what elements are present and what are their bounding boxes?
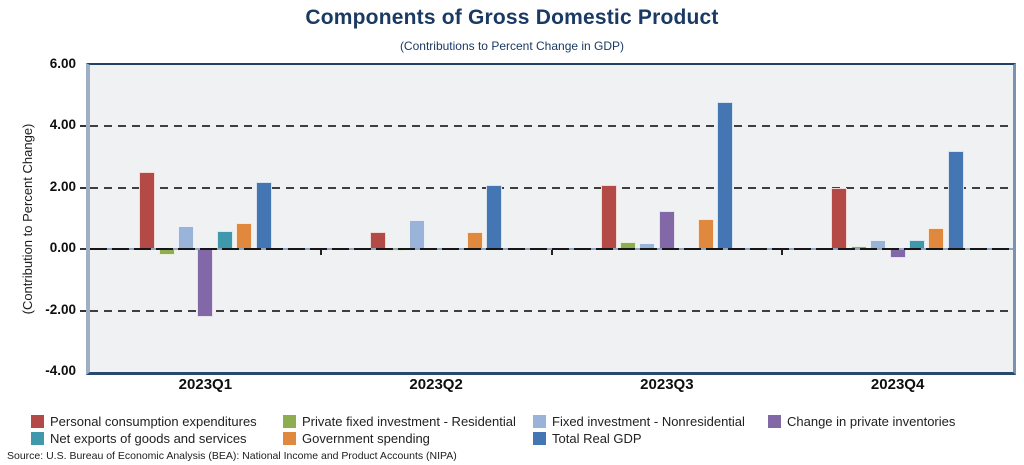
bar-personal-consumption-expenditures-2023Q1 [139, 172, 156, 250]
legend-label: Government spending [302, 430, 430, 446]
legend-swatch-icon [283, 414, 296, 428]
bar-personal-consumption-expenditures-2023Q2 [369, 232, 386, 250]
bar-government-spending-2023Q4 [928, 227, 945, 250]
x-tick-label-2023Q4: 2023Q4 [870, 376, 925, 393]
bar-government-spending-2023Q2 [466, 232, 483, 250]
bar-fixed-investment-nonresidential-2023Q2 [408, 220, 425, 250]
legend-label: Personal consumption expenditures [50, 413, 257, 429]
category-boundary-tick [781, 250, 784, 256]
legend-swatch-icon [533, 431, 546, 445]
legend-label: Net exports of goods and services [50, 430, 247, 446]
y-tick-mark [80, 125, 86, 128]
bar-government-spending-2023Q3 [697, 218, 714, 250]
y-tick-label-0: 0.00 [49, 240, 76, 256]
source-note: Source: U.S. Bureau of Economic Analysis… [7, 450, 457, 462]
y-tick-mark [80, 186, 86, 189]
y-tick-label-4: 4.00 [49, 117, 76, 133]
y-tick-label-2: 2.00 [49, 178, 76, 194]
y-tick-label--4: -4.00 [45, 363, 76, 378]
bar-change-in-private-inventories-2023Q4 [889, 249, 906, 259]
legend-item-total-real-gdp: Total Real GDP [533, 430, 642, 446]
legend-swatch-icon [533, 414, 546, 428]
legend-item-change-in-private-inventories: Change in private inventories [768, 413, 956, 429]
category-boundary-tick [550, 250, 553, 256]
legend-label: Total Real GDP [552, 430, 642, 446]
gridline-2 [90, 186, 1013, 189]
legend-item-government-spending: Government spending [283, 430, 430, 446]
legend-item-net-exports-of-goods-and-services: Net exports of goods and services [31, 430, 247, 446]
bar-fixed-investment-nonresidential-2023Q1 [177, 226, 194, 250]
legend-item-fixed-investment-nonresidential: Fixed investment - Nonresidential [533, 413, 745, 429]
bar-total-real-gdp-2023Q1 [255, 181, 272, 250]
bar-government-spending-2023Q1 [236, 223, 253, 250]
bar-change-in-private-inventories-2023Q1 [197, 249, 214, 317]
bar-total-real-gdp-2023Q3 [717, 101, 734, 250]
category-boundary-tick [319, 250, 322, 256]
legend-swatch-icon [768, 414, 781, 428]
legend-swatch-icon [31, 431, 44, 445]
y-tick-label-6: 6.00 [49, 56, 76, 71]
legend-label: Fixed investment - Nonresidential [552, 413, 745, 429]
gridline-4 [90, 125, 1013, 128]
x-tick-label-2023Q1: 2023Q1 [178, 376, 233, 393]
x-tick-label-2023Q3: 2023Q3 [640, 376, 694, 393]
legend-label: Change in private inventories [787, 413, 956, 429]
bar-total-real-gdp-2023Q2 [486, 184, 503, 250]
y-tick-mark [80, 309, 86, 312]
legend-item-personal-consumption-expenditures: Personal consumption expenditures [31, 413, 257, 429]
y-tick-label--2: -2.00 [45, 301, 76, 317]
legend-swatch-icon [283, 431, 296, 445]
bar-total-real-gdp-2023Q4 [947, 150, 964, 250]
legend-label: Private fixed investment - Residential [302, 413, 516, 429]
bar-net-exports-of-goods-and-services-2023Q1 [216, 230, 233, 250]
chart-subtitle: (Contributions to Percent Change in GDP) [399, 39, 625, 53]
y-tick-mark [80, 248, 86, 251]
chart-title: Components of Gross Domestic Product [305, 6, 719, 29]
bar-personal-consumption-expenditures-2023Q4 [831, 187, 848, 250]
legend-swatch-icon [31, 414, 44, 428]
y-axis-title: (Contribution to Percent Change) [20, 123, 35, 315]
bar-change-in-private-inventories-2023Q3 [658, 210, 675, 250]
legend-item-private-fixed-investment-residential: Private fixed investment - Residential [283, 413, 516, 429]
zero-axis-line [90, 248, 1013, 251]
bar-personal-consumption-expenditures-2023Q3 [600, 184, 617, 250]
x-tick-label-2023Q2: 2023Q2 [409, 376, 463, 393]
plot-area [86, 63, 1016, 375]
gridline--2 [90, 309, 1013, 312]
